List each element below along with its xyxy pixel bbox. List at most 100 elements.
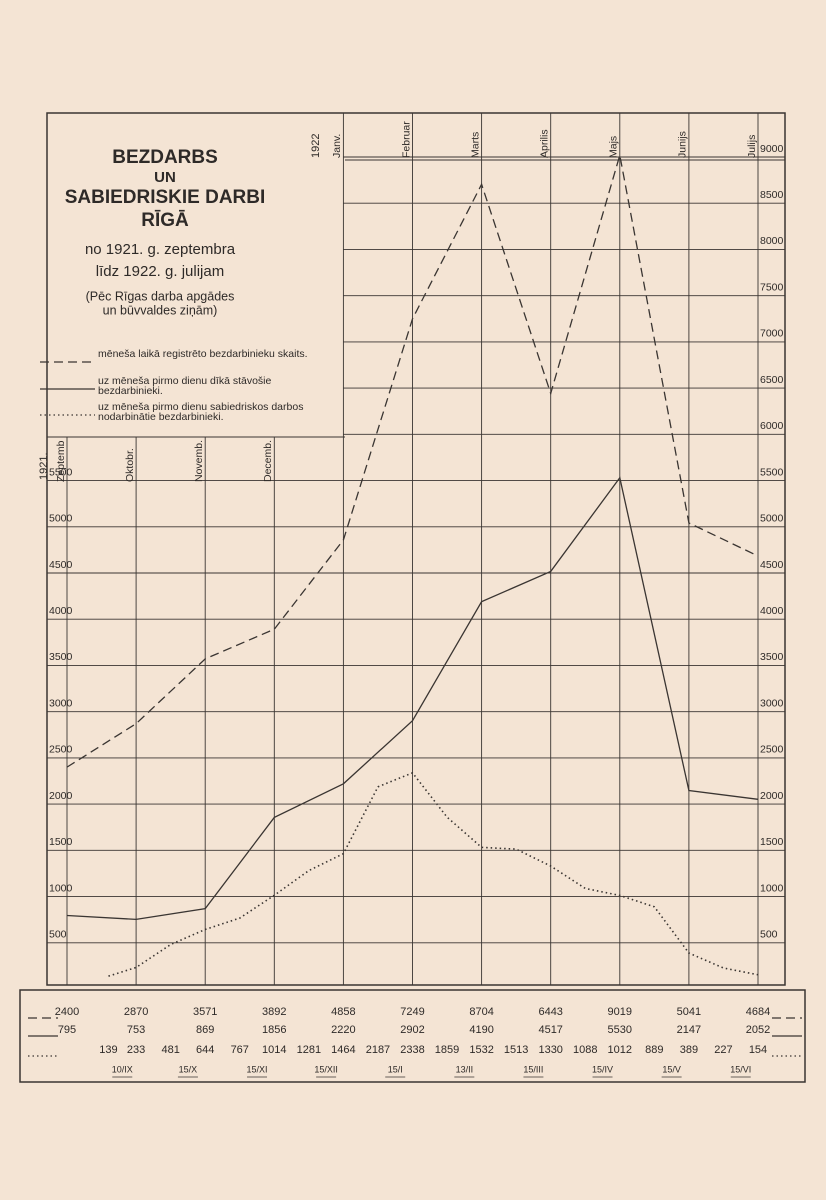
x-tick-label: Aprilis bbox=[538, 129, 550, 158]
y-tick-label-left: 2000 bbox=[49, 790, 73, 802]
title-line: RĪGĀ bbox=[141, 210, 189, 231]
date-label: 15/III bbox=[523, 1064, 543, 1074]
series-line bbox=[66, 476, 759, 921]
year-label: 1922 bbox=[310, 134, 322, 158]
y-tick-label-right: 8500 bbox=[760, 189, 784, 201]
y-tick-label-right: 7500 bbox=[760, 281, 784, 293]
legend-entry: mēneša laikā registrēto bezdarbinieku sk… bbox=[98, 348, 308, 360]
table-value: 6443 bbox=[538, 1006, 562, 1018]
table-value: 869 bbox=[196, 1024, 214, 1036]
table-value: 8704 bbox=[469, 1006, 493, 1018]
y-tick-label-left: 1000 bbox=[49, 882, 73, 894]
table-value: 1281 bbox=[297, 1044, 321, 1056]
source-note: (Pēc Rīgas darba apgādes bbox=[86, 289, 235, 303]
x-tick-label: Janv. bbox=[331, 134, 343, 158]
table-value: 2400 bbox=[55, 1006, 79, 1018]
table-value: 1012 bbox=[608, 1044, 632, 1056]
table-value: 2870 bbox=[124, 1006, 148, 1018]
date-label: 13/II bbox=[456, 1064, 474, 1074]
table-value: 1513 bbox=[504, 1044, 528, 1056]
x-tick-label: Marts bbox=[469, 132, 481, 158]
table-value: 7249 bbox=[400, 1006, 424, 1018]
x-tick-label: Julijs bbox=[746, 135, 758, 158]
y-tick-label-right: 8000 bbox=[760, 235, 784, 247]
y-tick-label-right: 6500 bbox=[760, 374, 784, 386]
title-line: BEZDARBS bbox=[112, 147, 218, 168]
table-value: 4858 bbox=[331, 1006, 355, 1018]
y-tick-label-right: 5000 bbox=[760, 513, 784, 525]
title-line: UN bbox=[154, 169, 176, 186]
table-value: 154 bbox=[749, 1044, 767, 1056]
table-value: 889 bbox=[645, 1044, 663, 1056]
legend-entry: uz mēneša pirmo dienu sabiedriskos darbo… bbox=[98, 401, 304, 423]
table-value: 227 bbox=[714, 1044, 732, 1056]
table-value: 481 bbox=[161, 1044, 179, 1056]
table-value: 3571 bbox=[193, 1006, 217, 1018]
legend-entry: uz mēneša pirmo dienu dīkā stāvošie bezd… bbox=[98, 375, 272, 397]
table-value: 4684 bbox=[746, 1006, 770, 1018]
table-value: 5530 bbox=[608, 1024, 632, 1036]
y-tick-label-right: 5500 bbox=[760, 466, 784, 478]
table-value: 1532 bbox=[469, 1044, 493, 1056]
y-tick-label-right: 1500 bbox=[760, 836, 784, 848]
table-value: 1859 bbox=[435, 1044, 459, 1056]
y-tick-label-right: 500 bbox=[760, 929, 778, 941]
table-value: 1088 bbox=[573, 1044, 597, 1056]
y-tick-label-left: 1500 bbox=[49, 836, 73, 848]
table-frame bbox=[19, 989, 806, 1083]
table-value: 795 bbox=[58, 1024, 76, 1036]
series-line bbox=[66, 155, 759, 768]
chart-frame bbox=[46, 112, 786, 986]
table-value: 233 bbox=[127, 1044, 145, 1056]
date-label: 15/V bbox=[662, 1064, 681, 1074]
date-label: 15/I bbox=[388, 1064, 403, 1074]
date-label: 15/X bbox=[179, 1064, 198, 1074]
table-value: 389 bbox=[680, 1044, 698, 1056]
table-value: 2220 bbox=[331, 1024, 355, 1036]
y-tick-label-right: 9000 bbox=[760, 143, 784, 155]
x-tick-label: Februar bbox=[400, 121, 412, 158]
y-tick-label-left: 3500 bbox=[49, 651, 73, 663]
y-tick-label-left: 3000 bbox=[49, 697, 73, 709]
y-tick-label-right: 4000 bbox=[760, 605, 784, 617]
y-tick-label-right: 3000 bbox=[760, 697, 784, 709]
subtitle: no 1921. g. zeptembra bbox=[85, 241, 236, 258]
year-label: 1921. bbox=[38, 452, 50, 480]
table-value: 1464 bbox=[331, 1044, 355, 1056]
date-label: 10/IX bbox=[112, 1064, 133, 1074]
x-tick-label: Zeptemb bbox=[55, 440, 67, 482]
y-tick-label-right: 6000 bbox=[760, 420, 784, 432]
date-label: 15/XI bbox=[247, 1064, 268, 1074]
date-label: 15/VI bbox=[730, 1064, 751, 1074]
y-tick-label-left: 5000 bbox=[49, 513, 73, 525]
y-tick-label-right: 1000 bbox=[760, 882, 784, 894]
x-tick-label: Decemb. bbox=[262, 440, 274, 482]
subtitle: līdz 1922. g. julijam bbox=[96, 263, 224, 280]
y-tick-label-left: 4000 bbox=[49, 605, 73, 617]
table-value: 1330 bbox=[538, 1044, 562, 1056]
x-tick-label: Oktobr. bbox=[124, 448, 136, 482]
y-tick-label-right: 2000 bbox=[760, 790, 784, 802]
table-value: 139 bbox=[99, 1044, 117, 1056]
table-value: 1856 bbox=[262, 1024, 286, 1036]
x-tick-label: Novemb. bbox=[193, 440, 205, 482]
x-tick-label: Majs bbox=[608, 136, 620, 158]
table-value: 5041 bbox=[677, 1006, 701, 1018]
table-value: 4517 bbox=[538, 1024, 562, 1036]
y-tick-label-left: 4500 bbox=[49, 559, 73, 571]
series-line bbox=[108, 771, 759, 977]
x-tick-label: Junijs bbox=[677, 131, 689, 158]
table-value: 2147 bbox=[677, 1024, 701, 1036]
table-value: 1014 bbox=[262, 1044, 286, 1056]
table-value: 2187 bbox=[366, 1044, 390, 1056]
table-value: 2338 bbox=[400, 1044, 424, 1056]
y-tick-label-right: 2500 bbox=[760, 744, 784, 756]
title-line: SABIEDRISKIE DARBI bbox=[65, 187, 266, 208]
y-tick-label-left: 500 bbox=[49, 929, 67, 941]
table-value: 767 bbox=[231, 1044, 249, 1056]
table-value: 2052 bbox=[746, 1024, 770, 1036]
table-value: 2902 bbox=[400, 1024, 424, 1036]
